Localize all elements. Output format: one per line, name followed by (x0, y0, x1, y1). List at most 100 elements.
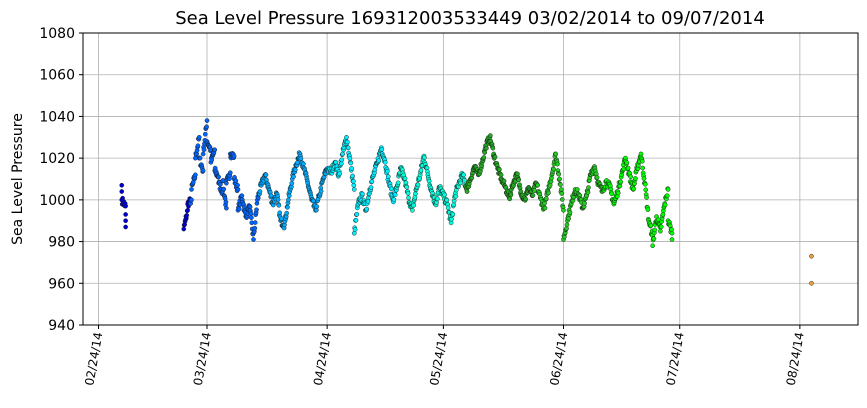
x-tick-label-1: 03/24/14 (191, 331, 214, 387)
data-point-51 (195, 143, 201, 149)
data-point-445 (360, 191, 365, 197)
data-point-419 (349, 166, 354, 171)
data-point-398 (340, 151, 345, 157)
data-point-483 (376, 158, 382, 163)
y-axis: 940 960 980 1000 1020 1040 1060 1080 (39, 26, 83, 334)
data-point-186 (249, 215, 254, 220)
data-point-909 (559, 197, 565, 202)
data-point-220 (263, 172, 269, 178)
data-point-67 (201, 147, 207, 153)
data-point-544 (402, 176, 408, 181)
data-point-123 (223, 199, 229, 205)
data-point-503 (385, 168, 390, 174)
data-point-13 (123, 218, 128, 224)
data-point-905 (558, 182, 563, 188)
data-point-428 (352, 227, 358, 232)
data-point-1096 (639, 158, 645, 164)
data-point-104 (216, 174, 221, 180)
data-point-1063 (625, 165, 631, 171)
data-point-662 (453, 193, 459, 199)
y-tick-label-2: 980 (48, 235, 75, 251)
data-point-894 (553, 151, 559, 157)
data-point-841 (530, 193, 536, 198)
data-point-206 (257, 189, 263, 194)
data-point-962 (582, 201, 587, 206)
data-point-1103 (642, 181, 648, 187)
data-points (119, 118, 814, 286)
data-point-767 (498, 172, 504, 178)
data-point-521 (392, 192, 398, 198)
data-point-284 (291, 174, 296, 179)
y-tick-label-7: 1080 (39, 26, 75, 42)
data-point-1116 (648, 223, 654, 228)
data-point-12 (123, 212, 128, 217)
data-point-293 (295, 160, 300, 165)
y-tick-label-5: 1040 (39, 109, 75, 125)
data-point-644 (445, 205, 451, 211)
data-point-94 (212, 147, 218, 153)
data-point-74 (204, 118, 210, 123)
data-point-396 (339, 157, 345, 163)
data-point-474 (372, 167, 378, 173)
data-point-727 (481, 155, 487, 160)
data-point-901 (556, 171, 562, 177)
data-point-124 (224, 205, 229, 211)
data-point-921 (564, 222, 570, 228)
data-point-109 (218, 182, 223, 187)
data-point-1169 (809, 253, 814, 259)
data-point-232 (268, 193, 274, 199)
data-point-1167 (669, 230, 675, 236)
data-point-774 (501, 178, 507, 184)
data-point-1093 (638, 151, 644, 157)
plot-frame (82, 32, 859, 326)
data-point-1124 (651, 236, 657, 242)
data-point-655 (450, 211, 456, 217)
data-point-1 (119, 189, 125, 194)
data-point-808 (516, 177, 522, 183)
data-point-928 (567, 210, 573, 215)
data-point-1069 (628, 174, 633, 180)
y-tick-label-4: 1020 (39, 151, 75, 167)
data-point-1109 (645, 207, 651, 212)
data-point-1139 (658, 228, 663, 234)
chart-title: Sea Level Pressure 169312003533449 03/02… (175, 8, 765, 29)
data-point-15 (181, 226, 187, 232)
data-point-250 (276, 202, 282, 208)
data-point-748 (490, 145, 496, 151)
data-point-252 (277, 210, 283, 216)
data-point-595 (424, 165, 430, 171)
x-tick-label-4: 06/24/14 (547, 331, 570, 387)
data-point-54 (196, 134, 202, 140)
data-point-194 (252, 225, 258, 231)
data-point-24 (185, 207, 190, 213)
data-point-528 (395, 180, 401, 186)
data-point-581 (418, 167, 424, 173)
data-point-1157 (665, 187, 671, 192)
data-point-1104 (643, 187, 649, 193)
data-point-34 (189, 197, 194, 203)
data-point-395 (339, 161, 344, 166)
data-point-1076 (631, 186, 637, 192)
data-point-409 (345, 139, 350, 145)
data-point-391 (337, 171, 342, 177)
data-point-272 (286, 197, 291, 203)
data-point-898 (555, 161, 560, 167)
data-point-945 (574, 187, 580, 192)
data-point-65 (200, 151, 206, 157)
data-point-116 (220, 178, 226, 183)
data-point-268 (284, 210, 289, 216)
x-tick-label-2: 04/24/14 (311, 331, 334, 387)
y-tick-label-3: 1000 (39, 193, 75, 209)
data-point-1060 (624, 160, 630, 166)
data-point-280 (289, 180, 295, 186)
data-point-0 (119, 182, 125, 188)
y-axis-label: Sea Level Pressure (10, 113, 26, 245)
data-point-411 (345, 145, 351, 151)
data-point-407 (344, 134, 349, 140)
x-tick-label-3: 05/24/14 (427, 331, 450, 387)
data-point-652 (449, 216, 454, 222)
data-point-518 (391, 197, 397, 202)
data-point-1100 (641, 176, 647, 181)
data-point-490 (379, 147, 385, 152)
